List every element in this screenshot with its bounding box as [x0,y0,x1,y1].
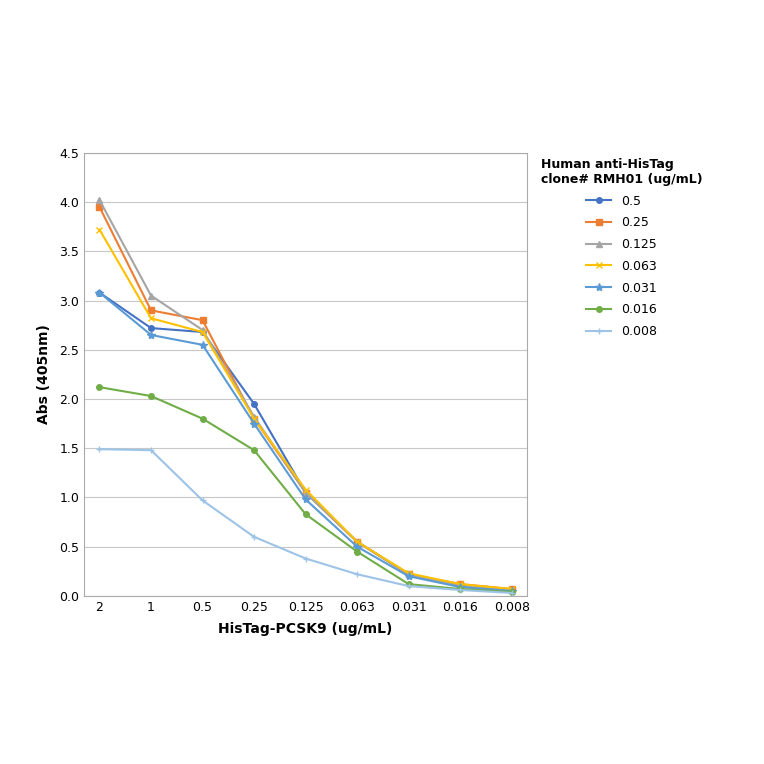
0.25 [198,316,207,325]
Line: 0.063: 0.063 [96,226,515,593]
0.008 [404,581,413,591]
0.031 [455,582,465,591]
0.063 [352,537,361,546]
0.125 [507,585,516,594]
Line: 0.5: 0.5 [97,290,514,593]
0.008 [352,570,361,579]
0.063 [95,225,104,235]
0.016 [95,383,104,392]
0.125 [455,581,465,591]
0.063 [147,314,156,323]
0.125 [404,570,413,579]
0.008 [507,588,516,597]
Legend: 0.5, 0.25, 0.125, 0.063, 0.031, 0.016, 0.008: 0.5, 0.25, 0.125, 0.063, 0.031, 0.016, 0… [536,153,707,343]
Line: 0.031: 0.031 [96,289,516,595]
0.125 [95,196,104,205]
0.063 [198,328,207,337]
0.031 [250,419,259,428]
0.016 [404,580,413,589]
0.5 [352,537,361,546]
0.5 [455,581,465,591]
0.5 [404,570,413,579]
0.25 [95,202,104,212]
0.125 [250,412,259,421]
0.25 [455,580,465,589]
0.25 [507,584,516,594]
0.063 [250,414,259,423]
0.125 [301,488,310,497]
0.016 [147,391,156,400]
0.016 [352,547,361,556]
0.008 [147,445,156,455]
0.016 [455,584,465,594]
0.031 [301,495,310,504]
X-axis label: HisTag-PCSK9 (ug/mL): HisTag-PCSK9 (ug/mL) [219,622,393,636]
0.5 [301,488,310,497]
0.5 [250,400,259,409]
0.5 [198,328,207,337]
0.25 [301,488,310,497]
0.063 [404,568,413,578]
0.008 [301,554,310,563]
0.063 [301,485,310,494]
0.008 [455,585,465,594]
0.031 [404,571,413,581]
0.016 [198,414,207,423]
Line: 0.125: 0.125 [97,197,514,593]
0.25 [404,570,413,579]
0.25 [250,414,259,423]
0.25 [147,306,156,315]
0.5 [507,585,516,594]
0.008 [95,445,104,454]
Line: 0.25: 0.25 [97,204,514,592]
0.031 [507,587,516,596]
0.5 [147,323,156,332]
0.5 [95,288,104,297]
0.016 [507,588,516,597]
0.031 [95,288,104,297]
0.063 [455,580,465,589]
0.125 [198,325,207,335]
0.031 [198,340,207,349]
0.008 [250,533,259,542]
0.063 [507,584,516,594]
0.125 [147,291,156,300]
0.008 [198,496,207,505]
0.125 [352,537,361,546]
Line: 0.008: 0.008 [96,445,515,597]
Line: 0.016: 0.016 [97,384,514,594]
0.016 [301,510,310,519]
0.031 [147,330,156,339]
Y-axis label: Abs (405nm): Abs (405nm) [37,325,51,424]
0.031 [352,542,361,552]
0.25 [352,537,361,546]
0.016 [250,445,259,455]
